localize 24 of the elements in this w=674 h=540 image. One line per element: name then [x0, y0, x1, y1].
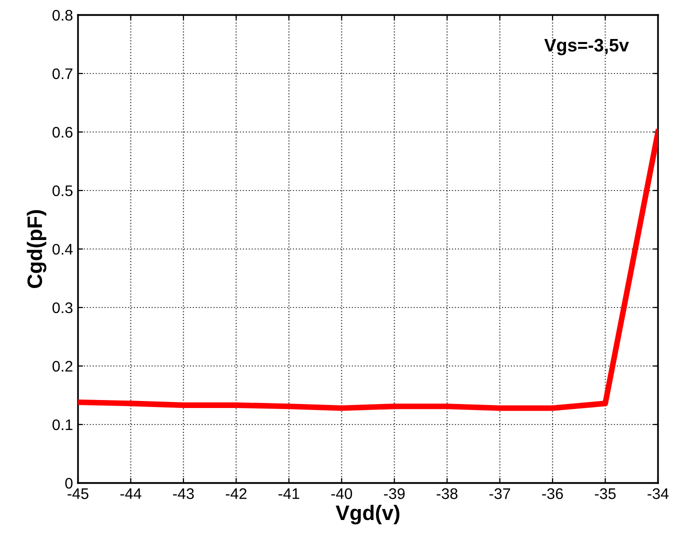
x-tick-label: -37	[489, 488, 510, 500]
y-tick-label: 0.3	[52, 302, 72, 314]
y-tick-label: 0.7	[52, 68, 72, 80]
y-axis-title: Cgd(pF)	[26, 210, 46, 288]
x-tick-label: -39	[384, 488, 405, 500]
y-tick-label: 0.4	[52, 244, 73, 255]
y-tick-label: 0	[65, 478, 73, 489]
x-tick-label: -40	[331, 488, 352, 500]
annotation: Vgs=-3,5v	[544, 38, 629, 56]
x-axis-title: Vgd(v)	[336, 504, 400, 524]
x-tick-label: -41	[278, 488, 300, 499]
x-tick-label: -35	[594, 488, 616, 500]
x-tick-label: -36	[542, 488, 563, 500]
x-tick-label: -45	[68, 488, 88, 500]
x-tick-label: -44	[120, 488, 142, 499]
x-tick-label: -43	[173, 488, 194, 500]
y-tick-label: 0.6	[52, 126, 72, 138]
y-tick-label: 0.2	[52, 360, 72, 372]
y-tick-label: 0.5	[52, 185, 72, 196]
y-tick-label: 0.1	[52, 419, 72, 430]
x-tick-label: -42	[226, 488, 246, 499]
x-tick-label: -34	[648, 488, 669, 500]
y-tick-label: 0.8	[52, 10, 72, 21]
x-tick-label: -38	[436, 488, 458, 500]
